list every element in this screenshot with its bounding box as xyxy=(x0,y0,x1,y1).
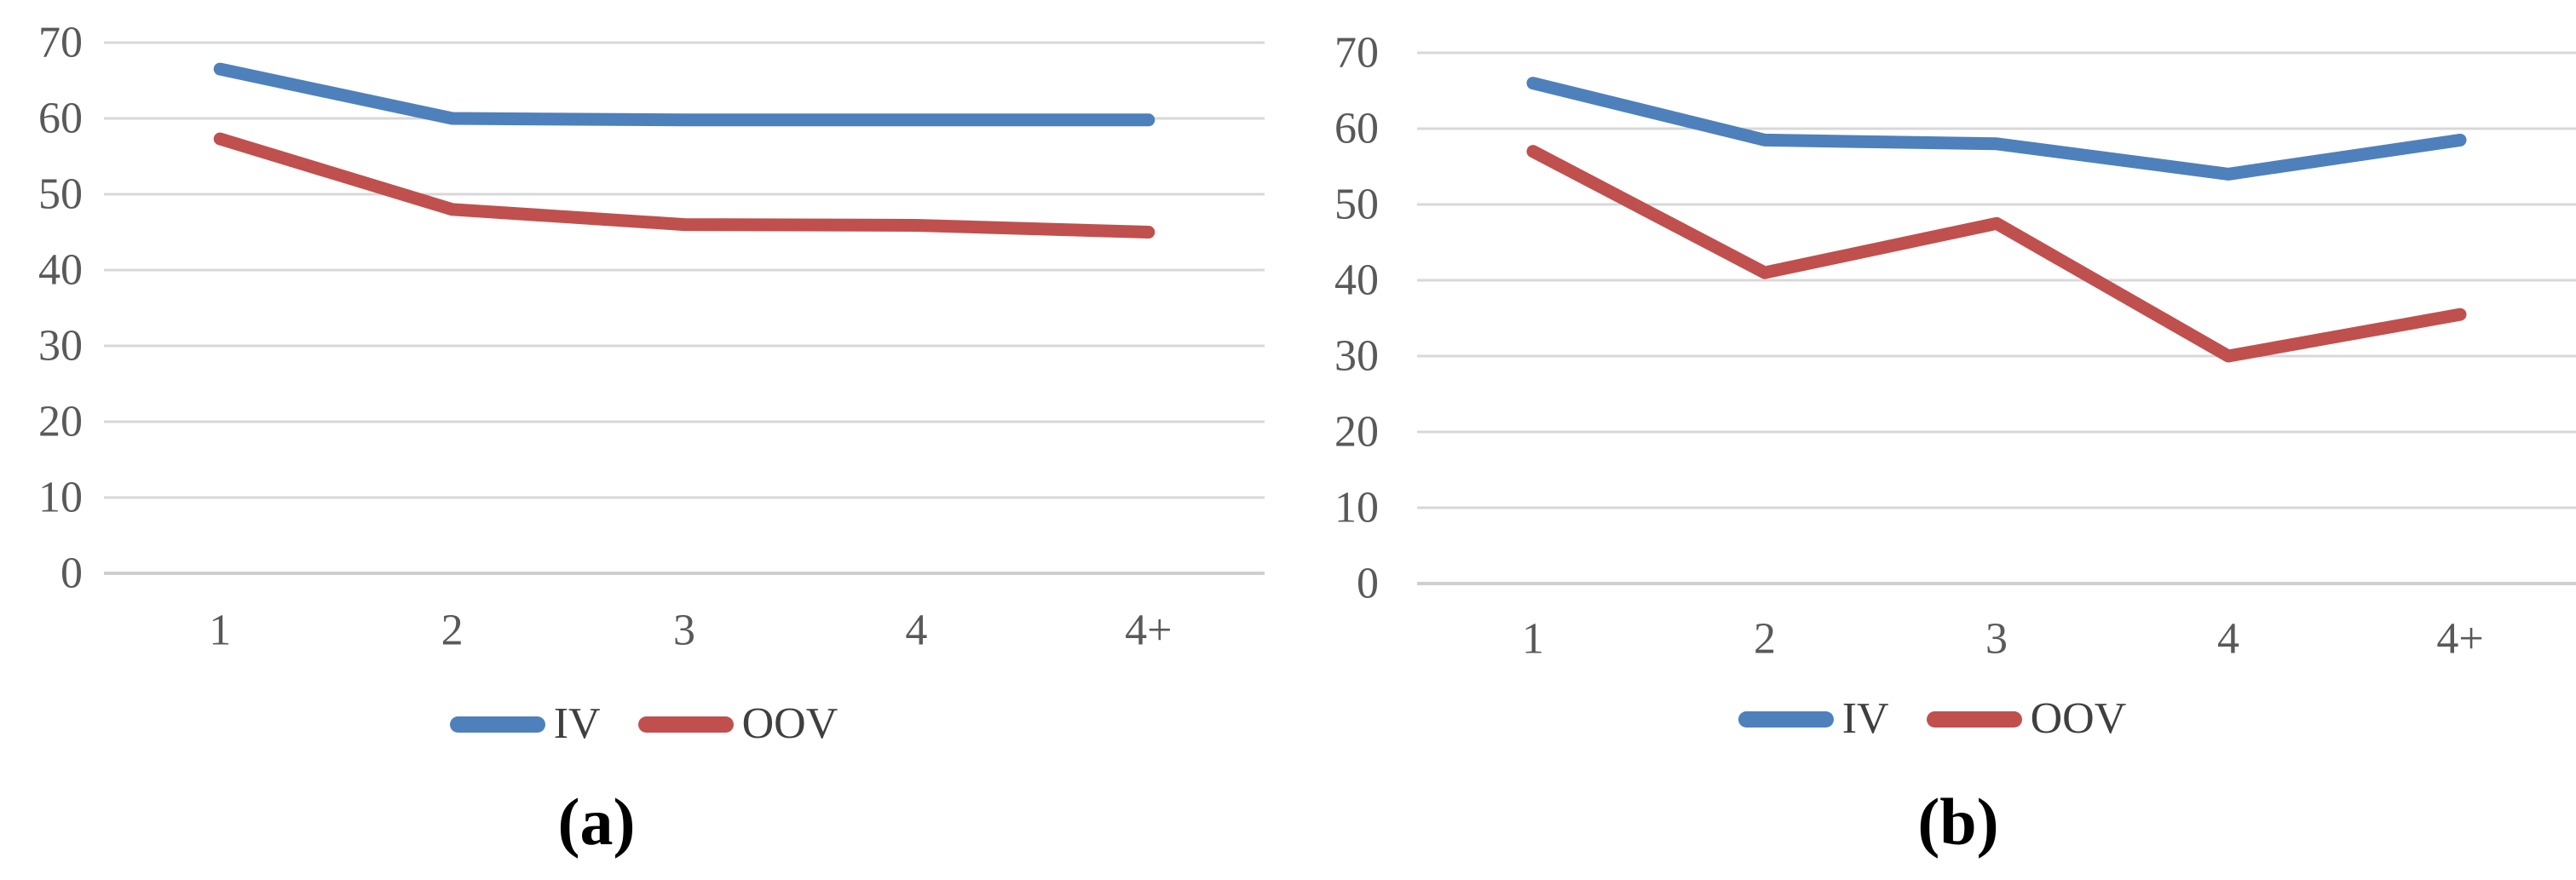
legend-item-iv: IV xyxy=(449,699,601,748)
legend: IV OOV xyxy=(1288,697,2576,741)
figure-panel-b: 0 10 20 30 40 50 60 70 1 2 3 4 4+ IV OOV (b) xyxy=(1288,0,2576,880)
y-tick-label: 60 xyxy=(1334,105,1379,153)
oov-line xyxy=(213,132,1155,239)
y-tick-label: 30 xyxy=(38,322,83,371)
chart-svg-a: 0 10 20 30 40 50 60 70 1 2 3 4 4+ xyxy=(38,19,1265,655)
x-tick-label: 4+ xyxy=(1125,607,1172,655)
chart-svg-b: 0 10 20 30 40 50 60 70 1 2 3 4 4+ xyxy=(1334,29,2576,664)
y-tick-label: 50 xyxy=(1334,181,1379,229)
y-tick-label: 20 xyxy=(38,398,83,446)
y-tick-label: 10 xyxy=(38,474,83,522)
x-tick-label: 2 xyxy=(1754,615,1776,664)
iv-legend-label: IV xyxy=(553,699,601,748)
oov-legend-label: OOV xyxy=(2030,694,2127,743)
oov-legend-swatch xyxy=(1926,710,2022,728)
oov-line xyxy=(1526,145,2467,363)
panel-caption-b: (b) xyxy=(1917,785,1999,859)
x-tick-label: 4 xyxy=(905,607,927,655)
iv-legend-swatch xyxy=(1738,710,1834,728)
oov-legend-label: OOV xyxy=(741,699,838,748)
oov-legend-swatch xyxy=(637,716,734,733)
y-tick-label: 10 xyxy=(1334,484,1379,532)
figure-panel-a: 0 10 20 30 40 50 60 70 1 2 3 4 4+ IV OOV (a) xyxy=(0,19,1288,859)
x-tick-label: 1 xyxy=(209,607,231,655)
y-tick-label: 20 xyxy=(1334,408,1379,457)
y-tick-label: 50 xyxy=(38,170,83,219)
iv-line xyxy=(1526,77,2467,181)
x-tick-label: 2 xyxy=(441,607,464,655)
y-tick-label: 70 xyxy=(38,19,83,67)
y-tick-label: 40 xyxy=(1334,256,1379,305)
legend: IV OOV xyxy=(0,702,1288,746)
panel-caption-a: (a) xyxy=(557,785,636,859)
legend-item-oov: OOV xyxy=(637,699,838,748)
legend-item-oov: OOV xyxy=(1926,694,2127,743)
y-tick-label: 0 xyxy=(1357,560,1379,608)
x-tick-label: 1 xyxy=(1522,615,1544,664)
iv-legend-swatch xyxy=(449,716,545,733)
y-tick-label: 0 xyxy=(61,549,83,598)
x-tick-label: 3 xyxy=(1985,615,2008,664)
x-tick-label: 4 xyxy=(2217,615,2239,664)
iv-line xyxy=(213,62,1155,127)
y-tick-label: 60 xyxy=(38,95,83,143)
y-tick-label: 70 xyxy=(1334,29,1379,78)
legend-item-iv: IV xyxy=(1738,697,1889,741)
y-tick-label: 30 xyxy=(1334,332,1379,381)
y-tick-label: 40 xyxy=(38,246,83,295)
x-tick-label: 4+ xyxy=(2436,615,2483,664)
iv-legend-label: IV xyxy=(1841,694,1889,743)
x-tick-label: 3 xyxy=(673,607,695,655)
